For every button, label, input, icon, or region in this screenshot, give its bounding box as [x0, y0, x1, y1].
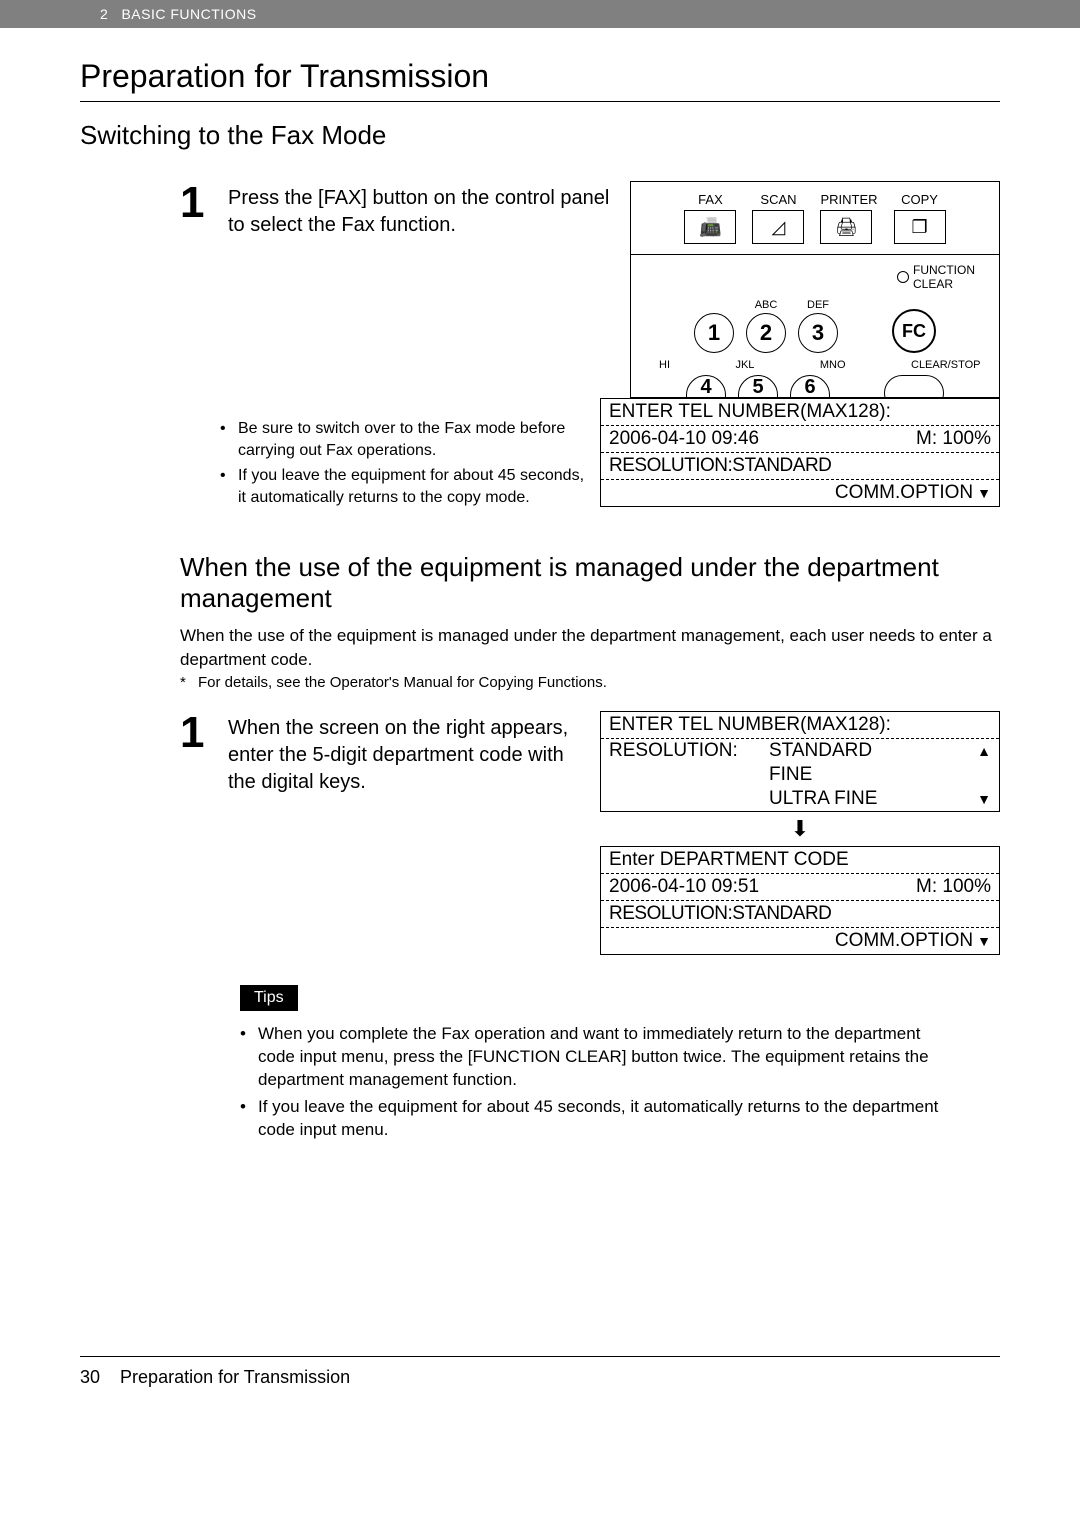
triangle-down-icon: ▼ [977, 485, 991, 501]
key-2: 2 [746, 313, 786, 353]
mode-copy-label: COPY [901, 192, 938, 207]
key-hi: HI [659, 359, 670, 371]
step1-bullet-2: If you leave the equipment for about 45 … [220, 465, 590, 508]
lcd1-date: 2006-04-10 09:46 [609, 428, 759, 450]
lcd2-date: 2006-04-10 09:51 [609, 876, 759, 898]
step2-text: When the screen on the right appears, en… [228, 711, 588, 796]
fc-button: FC [892, 309, 936, 353]
section2-footnote: *For details, see the Operator's Manual … [180, 674, 1000, 691]
key-5: 5 [738, 375, 778, 397]
triangle-up-icon: ▲ [971, 743, 991, 759]
lcd2-line1: Enter DEPARTMENT CODE [609, 849, 849, 871]
step2-number: 1 [180, 711, 210, 755]
printer-button-icon: 🖨 [820, 210, 872, 244]
key-1: 1 [694, 313, 734, 353]
resmenu-line1: ENTER TEL NUMBER(MAX128): [601, 712, 999, 739]
scan-button-icon: ◿ [752, 210, 804, 244]
key-jkl: JKL [735, 359, 754, 371]
page-subtitle: Switching to the Fax Mode [80, 120, 1000, 151]
lcd2-res: RESOLUTION:STANDARD [609, 903, 831, 925]
lcd-display-1: ENTER TEL NUMBER(MAX128): 2006-04-10 09:… [600, 398, 1000, 507]
function-label: FUNCTION [913, 263, 975, 277]
tips-bullets: When you complete the Fax operation and … [240, 1023, 940, 1142]
step1-number: 1 [180, 181, 210, 225]
key-abc: ABC [755, 299, 778, 311]
step1-text: Press the [FAX] button on the control pa… [228, 181, 618, 239]
page-number: 30 [80, 1367, 100, 1387]
lcd1-line1: ENTER TEL NUMBER(MAX128): [609, 401, 891, 423]
clear-stop-button [884, 375, 944, 397]
resmenu-standard: STANDARD [769, 740, 872, 761]
tips-item-2: If you leave the equipment for about 45 … [240, 1096, 940, 1142]
chapter-label: BASIC FUNCTIONS [121, 6, 256, 22]
lcd1-comm: COMM.OPTION [835, 482, 973, 504]
mode-scan-label: SCAN [760, 192, 796, 207]
key-6: 6 [790, 375, 830, 397]
lcd2-mem: M: 100% [916, 876, 991, 898]
mode-fax-label: FAX [698, 192, 723, 207]
step1-block: 1 Press the [FAX] button on the control … [180, 181, 1000, 398]
clear-label: CLEAR [913, 277, 953, 291]
resmenu-ultra: ULTRA FINE [769, 788, 971, 810]
lcd1-mem: M: 100% [916, 428, 991, 450]
page-title: Preparation for Transmission [80, 58, 1000, 102]
lcd2-comm: COMM.OPTION [835, 930, 973, 952]
section2-heading: When the use of the equipment is managed… [180, 552, 1000, 614]
resmenu-fine: FINE [769, 764, 971, 786]
tips-item-1: When you complete the Fax operation and … [240, 1023, 940, 1092]
footer-title: Preparation for Transmission [120, 1367, 350, 1387]
fax-button-icon: 📠 [684, 210, 736, 244]
mode-printer-label: PRINTER [820, 192, 877, 207]
key-mno: MNO [820, 359, 846, 371]
key-def: DEF [807, 299, 829, 311]
lcd-display-2: Enter DEPARTMENT CODE 2006-04-10 09:51 M:… [600, 846, 1000, 955]
triangle-down-icon: ▼ [971, 791, 991, 807]
function-clear-led-icon [897, 271, 909, 283]
key-4: 4 [686, 375, 726, 397]
section2-body: When the use of the equipment is managed… [180, 624, 1000, 672]
triangle-down-icon: ▼ [977, 933, 991, 949]
resmenu-label: RESOLUTION: [609, 740, 769, 762]
page-footer: 30 Preparation for Transmission [80, 1356, 1000, 1388]
clear-stop-label: CLEAR/STOP [911, 359, 971, 371]
lcd1-res: RESOLUTION:STANDARD [609, 455, 831, 477]
header-bar: 2 BASIC FUNCTIONS [0, 0, 1080, 28]
key-3: 3 [798, 313, 838, 353]
copy-button-icon: ❐ [894, 210, 946, 244]
step2-block: 1 When the screen on the right appears, … [180, 711, 1000, 955]
step1-bullets: Be sure to switch over to the Fax mode b… [220, 418, 590, 512]
page-content: Preparation for Transmission Switching t… [0, 28, 1080, 1186]
step1-bullet-1: Be sure to switch over to the Fax mode b… [220, 418, 590, 461]
tips-label: Tips [240, 985, 298, 1011]
arrow-down-icon: ⬇ [600, 812, 1000, 846]
control-panel-diagram: FAX📠 SCAN◿ PRINTER🖨 COPY❐ FUNCTIONCLEAR … [630, 181, 1000, 398]
chapter-number: 2 [100, 6, 108, 22]
resolution-menu: ENTER TEL NUMBER(MAX128): RESOLUTION: ST… [600, 711, 1000, 812]
